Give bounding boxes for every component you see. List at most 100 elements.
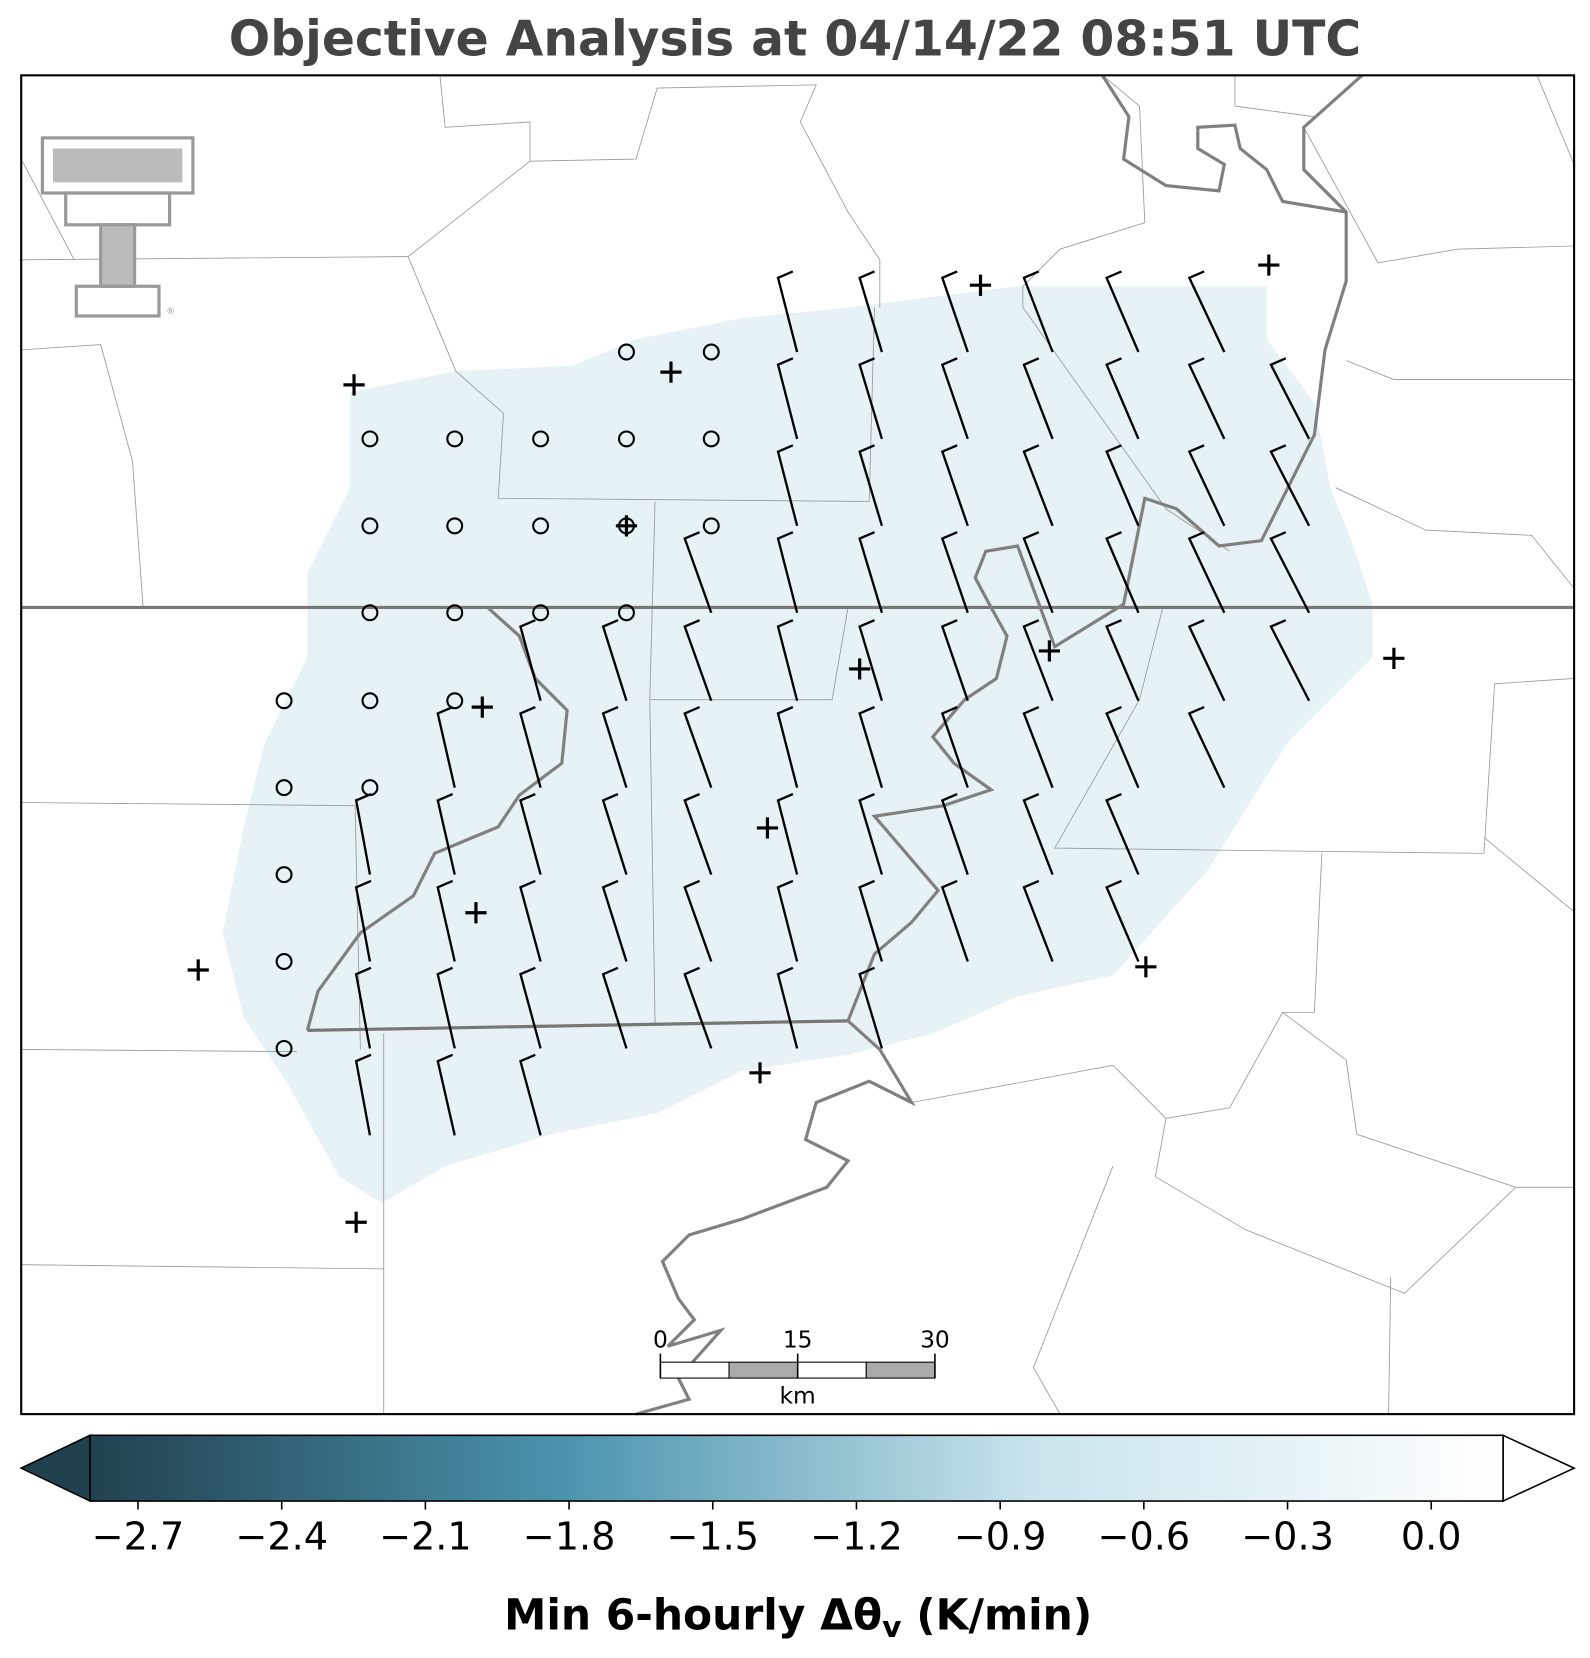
calm-station xyxy=(702,343,720,361)
wind-barb xyxy=(940,879,969,962)
wind-barb xyxy=(436,706,456,788)
scale-segment xyxy=(659,1361,730,1379)
wind-barb xyxy=(601,792,628,875)
station-marker xyxy=(1038,640,1060,662)
calm-station xyxy=(275,866,293,884)
wind-barb xyxy=(683,619,713,702)
station-marker xyxy=(465,902,487,924)
wind-barb xyxy=(776,619,799,702)
wind-barb xyxy=(776,444,799,527)
colorbar-tick-label: −1.8 xyxy=(523,1515,616,1559)
calm-station xyxy=(275,953,293,970)
colorbar-tick-label: −2.4 xyxy=(235,1515,328,1559)
station-marker xyxy=(187,959,209,981)
calm-station xyxy=(702,517,720,535)
wind-barb xyxy=(1105,619,1140,702)
wind-barb xyxy=(858,619,884,702)
calm-station xyxy=(617,604,635,622)
scale-label: 15 xyxy=(783,1326,813,1353)
wind-barb xyxy=(1105,531,1140,614)
map: ® 0 15 30 km xyxy=(20,74,1576,1416)
wind-barb xyxy=(858,879,884,962)
calm-station xyxy=(361,604,379,622)
label-subscript: v xyxy=(882,1609,901,1644)
wind-barb xyxy=(1187,619,1226,702)
wind-barb xyxy=(354,879,372,962)
wind-barb xyxy=(354,1053,372,1136)
scale-segment xyxy=(728,1361,799,1379)
calm-station xyxy=(275,1039,293,1057)
station-marker xyxy=(756,817,779,839)
wind-barb xyxy=(1105,792,1140,876)
wind-barb xyxy=(1105,444,1140,527)
wind-barb xyxy=(683,706,713,789)
wind-barb xyxy=(601,966,628,1049)
wind-barb xyxy=(601,706,628,789)
wind-barb xyxy=(858,792,884,875)
wind-barb xyxy=(683,531,713,614)
wind-barb xyxy=(858,357,884,440)
wind-barb xyxy=(519,879,542,962)
wind-barb xyxy=(1105,270,1140,353)
wind-barb xyxy=(601,879,628,962)
wind-barb xyxy=(776,531,799,614)
calm-station xyxy=(446,517,464,535)
calm-station xyxy=(361,692,379,710)
station-marker xyxy=(1258,254,1280,276)
river xyxy=(846,74,1364,1022)
calm-station xyxy=(446,692,464,710)
wind-barb xyxy=(1105,706,1140,789)
wind-barb xyxy=(940,531,969,614)
wind-barb xyxy=(683,792,713,875)
station-marker xyxy=(969,274,992,296)
scale-label: 0 xyxy=(653,1326,668,1353)
wind-barb xyxy=(1022,531,1054,614)
station-marker xyxy=(345,1211,367,1233)
station-marker xyxy=(749,1062,771,1084)
colorbar-tick-label: −1.5 xyxy=(666,1515,759,1559)
wind-barb xyxy=(1187,444,1226,527)
calm-station xyxy=(361,430,379,448)
colorbar-body xyxy=(89,1434,1504,1502)
wind-barb xyxy=(858,966,884,1049)
calm-station xyxy=(532,604,550,622)
wind-barb xyxy=(683,879,713,962)
wind-barb xyxy=(858,444,884,527)
station-marker xyxy=(343,374,365,396)
map-title: Objective Analysis at 04/14/22 08:51 UTC xyxy=(229,11,1361,67)
colorbar-tick-label: −2.1 xyxy=(379,1515,472,1559)
wind-barb xyxy=(940,792,969,875)
wind-barb xyxy=(776,966,799,1049)
wind-barb xyxy=(776,792,799,875)
wind-barb xyxy=(776,879,799,962)
ttu-logo xyxy=(40,136,195,318)
calm-station xyxy=(361,517,379,535)
scale-label: 30 xyxy=(920,1326,950,1353)
wind-barb xyxy=(519,1053,542,1136)
analysis-shading xyxy=(222,286,1373,1204)
river xyxy=(635,1019,916,1416)
scale-unit: km xyxy=(780,1383,816,1410)
calm-station xyxy=(275,692,293,710)
wind-barb xyxy=(1269,357,1311,440)
calm-station xyxy=(532,430,550,448)
colorbar: −2.7 −2.4 −2.1 −1.8 −1.5 −1.2 −0.9 −0.6 −0.3 0.0 xyxy=(19,1434,1576,1559)
wind-barb xyxy=(1022,357,1054,440)
river xyxy=(1101,74,1347,214)
wind-barb xyxy=(1022,706,1054,789)
colorbar-tick-label: −2.7 xyxy=(92,1515,185,1559)
wind-barb xyxy=(858,706,884,788)
colorbar-extend-min xyxy=(19,1434,91,1503)
wind-barb xyxy=(436,879,456,962)
wind-barb xyxy=(1269,444,1311,527)
station-marker xyxy=(660,361,682,383)
calm-station xyxy=(275,779,293,797)
state-boundary xyxy=(307,1019,849,1032)
map-frame xyxy=(20,74,1576,1416)
wind-barb xyxy=(436,966,456,1049)
wind-barb xyxy=(776,357,799,440)
station-marker xyxy=(471,696,493,718)
label-text: Min 6-hourly Δθ xyxy=(504,1590,882,1639)
calm-station xyxy=(702,430,720,448)
scale-segment xyxy=(797,1361,867,1379)
